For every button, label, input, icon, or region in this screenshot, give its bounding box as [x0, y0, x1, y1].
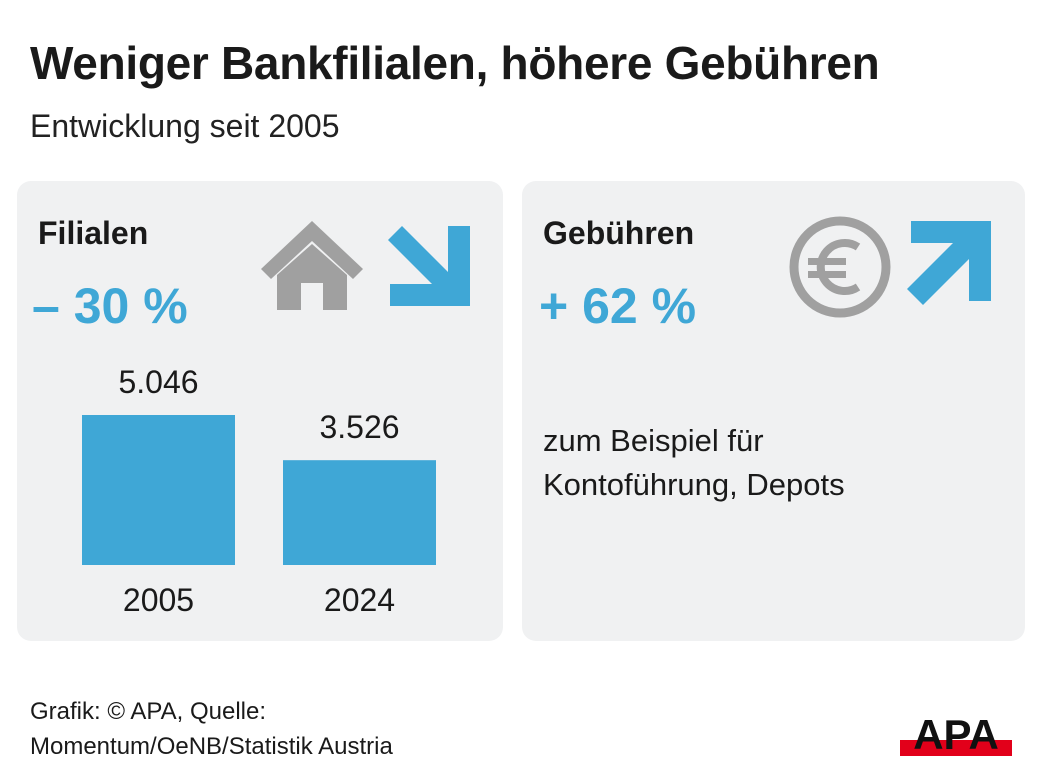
- bar-category-label: 2005: [123, 582, 194, 618]
- bar-category-label: 2024: [324, 582, 395, 618]
- branches-panel: Filialen – 30 % 5.046 2005 3.526 2024: [17, 181, 503, 641]
- fees-note: zum Beispiel für Kontoführung, Depots: [543, 419, 845, 507]
- bar-value-label: 3.526: [319, 409, 399, 445]
- page-subtitle: Entwicklung seit 2005: [30, 108, 340, 144]
- fees-note-line-2: Kontoführung, Depots: [543, 467, 845, 502]
- fees-heading: Gebühren: [543, 215, 695, 251]
- arrow-down-right-icon: [388, 226, 470, 306]
- branches-bar-chart: 5.046 2005 3.526 2024: [82, 364, 436, 618]
- branches-change: – 30 %: [32, 278, 188, 334]
- page-title: Weniger Bankfilialen, höhere Gebühren: [30, 37, 880, 89]
- fees-change: + 62 %: [539, 278, 697, 334]
- source-line-1: Grafik: © APA, Quelle:: [30, 698, 266, 725]
- fees-panel: Gebühren + 62 % zum Beispiel für Kontofü…: [522, 181, 1025, 641]
- fees-note-line-1: zum Beispiel für: [543, 423, 764, 458]
- source-line-2: Momentum/OeNB/Statistik Austria: [30, 733, 393, 760]
- bar-2005: [82, 415, 235, 565]
- bar-value-label: 5.046: [118, 364, 198, 400]
- bar-2024: [283, 460, 436, 565]
- apa-logo: APA: [900, 711, 1012, 758]
- source-credit: Grafik: © APA, Quelle: Momentum/OeNB/Sta…: [30, 694, 393, 764]
- arrow-up-right-icon: [907, 221, 991, 305]
- house-icon: [261, 221, 363, 310]
- branches-heading: Filialen: [38, 215, 149, 251]
- apa-logo-text: APA: [913, 711, 999, 758]
- euro-icon: [789, 216, 891, 318]
